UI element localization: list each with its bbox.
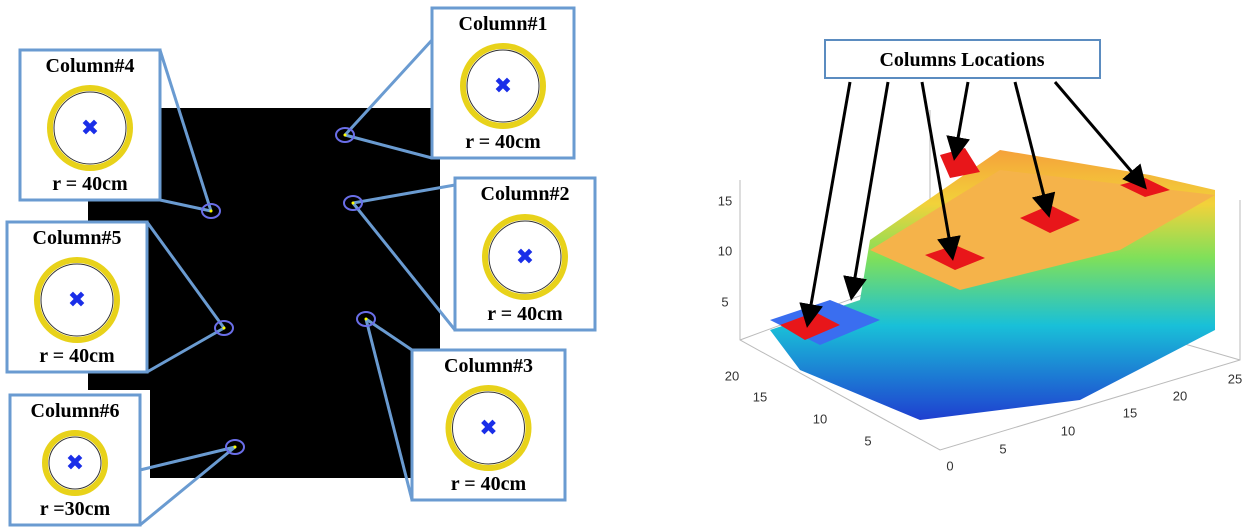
column-point <box>210 210 213 213</box>
column-center: ✖ <box>494 74 512 99</box>
tick-label: 15 <box>718 193 732 208</box>
tick-label: 10 <box>718 243 732 258</box>
callout-label: Column#5 <box>33 227 122 249</box>
callout-label: Column#2 <box>481 183 570 205</box>
column-center: ✖ <box>479 416 497 441</box>
tick-label: 25 <box>1228 371 1242 386</box>
callout-radius: r = 40cm <box>487 303 563 325</box>
tick-label: 15 <box>753 389 767 404</box>
tick-label: 5 <box>864 433 871 448</box>
column-center: ✖ <box>81 116 99 141</box>
tick-label: 10 <box>1061 423 1075 438</box>
column-point <box>223 327 226 330</box>
column-point <box>365 318 368 321</box>
column-point <box>234 446 237 449</box>
column-point <box>352 202 355 205</box>
callout-label: Column#3 <box>444 355 533 377</box>
tick-label: 10 <box>813 411 827 426</box>
point-cloud <box>770 148 1215 420</box>
tick-label: 20 <box>1173 388 1187 403</box>
callout-radius: r = 40cm <box>451 473 527 495</box>
callout-radius: r = 40cm <box>465 131 541 153</box>
column-center: ✖ <box>68 288 86 313</box>
callout-label: Column#6 <box>31 400 120 422</box>
tick-label: 5 <box>721 294 728 309</box>
callout-label: Column#4 <box>46 55 135 77</box>
tick-label: 15 <box>1123 405 1137 420</box>
title: Columns Locations <box>879 49 1044 71</box>
callout-label: Column#1 <box>459 13 548 35</box>
column-center: ✖ <box>516 245 534 270</box>
callout-radius: r =30cm <box>40 498 111 520</box>
column-point <box>344 134 347 137</box>
callout-radius: r = 40cm <box>52 173 128 195</box>
tick-label: 20 <box>725 368 739 383</box>
tick-label: 0 <box>946 458 953 473</box>
tick-label: 5 <box>999 441 1006 456</box>
column-center: ✖ <box>66 451 84 476</box>
figure: ✖ Column#1 r = 40cm ✖ Column#2 r = 40cm ✖ Colum… <box>0 0 1254 529</box>
callout-radius: r = 40cm <box>39 345 115 367</box>
